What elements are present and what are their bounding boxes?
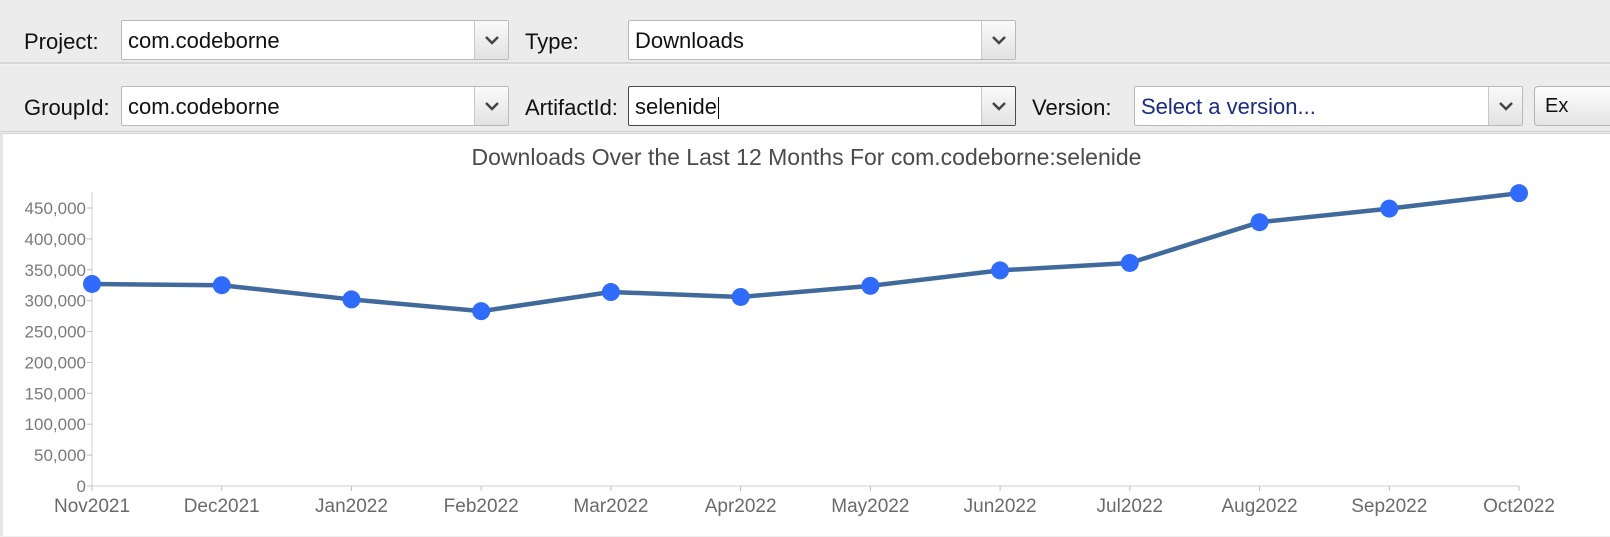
y-tick-label: 150,000 — [25, 384, 86, 403]
y-tick-label: 50,000 — [34, 446, 86, 465]
x-tick-label: Jun2022 — [964, 496, 1037, 517]
project-dropdown-button[interactable] — [474, 21, 508, 59]
x-tick-label: Apr2022 — [705, 496, 777, 517]
x-tick-label: Mar2022 — [573, 496, 648, 517]
version-dropdown-button[interactable] — [1488, 87, 1522, 125]
groupid-label: GroupId: — [24, 95, 110, 120]
data-point[interactable] — [601, 283, 620, 302]
data-point[interactable] — [1510, 184, 1528, 203]
chevron-down-icon — [991, 101, 1006, 111]
chevron-down-icon — [991, 35, 1006, 45]
x-tick-label: Sep2022 — [1351, 496, 1427, 517]
data-point[interactable] — [991, 261, 1010, 280]
y-tick-label: 350,000 — [25, 261, 86, 280]
artifactid-input[interactable]: selenide — [635, 87, 979, 127]
data-point[interactable] — [1250, 213, 1269, 232]
data-point[interactable] — [212, 276, 231, 295]
data-point[interactable] — [1120, 253, 1139, 272]
x-tick-label: Jan2022 — [315, 496, 388, 517]
data-point[interactable] — [731, 287, 750, 306]
project-select-value: com.codeborne — [128, 28, 280, 53]
groupid-select-value: com.codeborne — [128, 94, 280, 119]
y-tick-label: 100,000 — [25, 415, 86, 434]
y-tick-label: 450,000 — [25, 199, 86, 218]
groupid-select[interactable]: com.codeborne — [121, 86, 509, 126]
x-tick-label: Oct2022 — [1483, 496, 1555, 517]
series-line — [91, 190, 1520, 314]
artifactid-combobox[interactable]: selenide — [628, 86, 1016, 126]
y-axis-ticks: 0 50,000 100,000 150,000 200,000 250,000 300,0… — [25, 199, 92, 496]
data-point[interactable] — [861, 276, 880, 295]
version-select[interactable]: Select a version... — [1134, 86, 1523, 126]
groupid-dropdown-button[interactable] — [474, 87, 508, 125]
data-point[interactable] — [1380, 199, 1399, 218]
data-point[interactable] — [83, 274, 101, 293]
type-dropdown-button[interactable] — [981, 21, 1015, 59]
chevron-down-icon — [1498, 101, 1513, 111]
project-label: Project: — [24, 29, 99, 54]
filter-toolbar-artifact: GroupId: com.codeborne ArtifactId: selen… — [0, 66, 1610, 132]
project-select[interactable]: com.codeborne — [121, 20, 509, 60]
type-label: Type: — [525, 29, 579, 54]
downloads-line-chart: Downloads Over the Last 12 Months For co… — [25, 144, 1555, 517]
x-tick-label: Aug2022 — [1222, 496, 1298, 517]
y-tick-label: 0 — [77, 477, 86, 496]
chevron-down-icon — [484, 101, 499, 111]
y-tick-label: 250,000 — [25, 323, 86, 342]
x-tick-label: May2022 — [831, 496, 909, 517]
artifactid-dropdown-button[interactable] — [981, 87, 1015, 125]
version-select-placeholder: Select a version... — [1141, 94, 1316, 119]
x-tick-label: Nov2021 — [54, 496, 130, 517]
artifactid-label: ArtifactId: — [525, 95, 618, 120]
export-button[interactable]: Ex — [1534, 86, 1610, 126]
chevron-down-icon — [484, 35, 499, 45]
x-tick-label: Jul2022 — [1097, 496, 1164, 517]
type-select-value: Downloads — [635, 28, 744, 53]
x-tick-label: Dec2021 — [184, 496, 260, 517]
chart-title: Downloads Over the Last 12 Months For co… — [472, 144, 1142, 170]
type-select[interactable]: Downloads — [628, 20, 1016, 60]
x-tick-label: Feb2022 — [444, 496, 519, 517]
x-axis-ticks: Nov2021 Dec2021 Jan2022 Feb2022 Mar2022 Apr20… — [54, 486, 1555, 517]
filter-toolbar-primary: Project: com.codeborne Type: Downloads — [0, 0, 1610, 64]
chart-axes — [91, 192, 1519, 487]
artifactid-input-text: selenide — [635, 94, 717, 119]
y-tick-label: 300,000 — [25, 292, 86, 311]
version-label: Version: — [1032, 95, 1112, 120]
downloads-chart-panel: Downloads Over the Last 12 Months For co… — [0, 133, 1610, 536]
chart-series — [83, 184, 1528, 321]
data-point[interactable] — [342, 290, 361, 309]
y-tick-label: 400,000 — [25, 230, 86, 249]
y-tick-label: 200,000 — [25, 353, 86, 372]
data-point[interactable] — [472, 302, 491, 321]
text-cursor — [717, 97, 719, 120]
